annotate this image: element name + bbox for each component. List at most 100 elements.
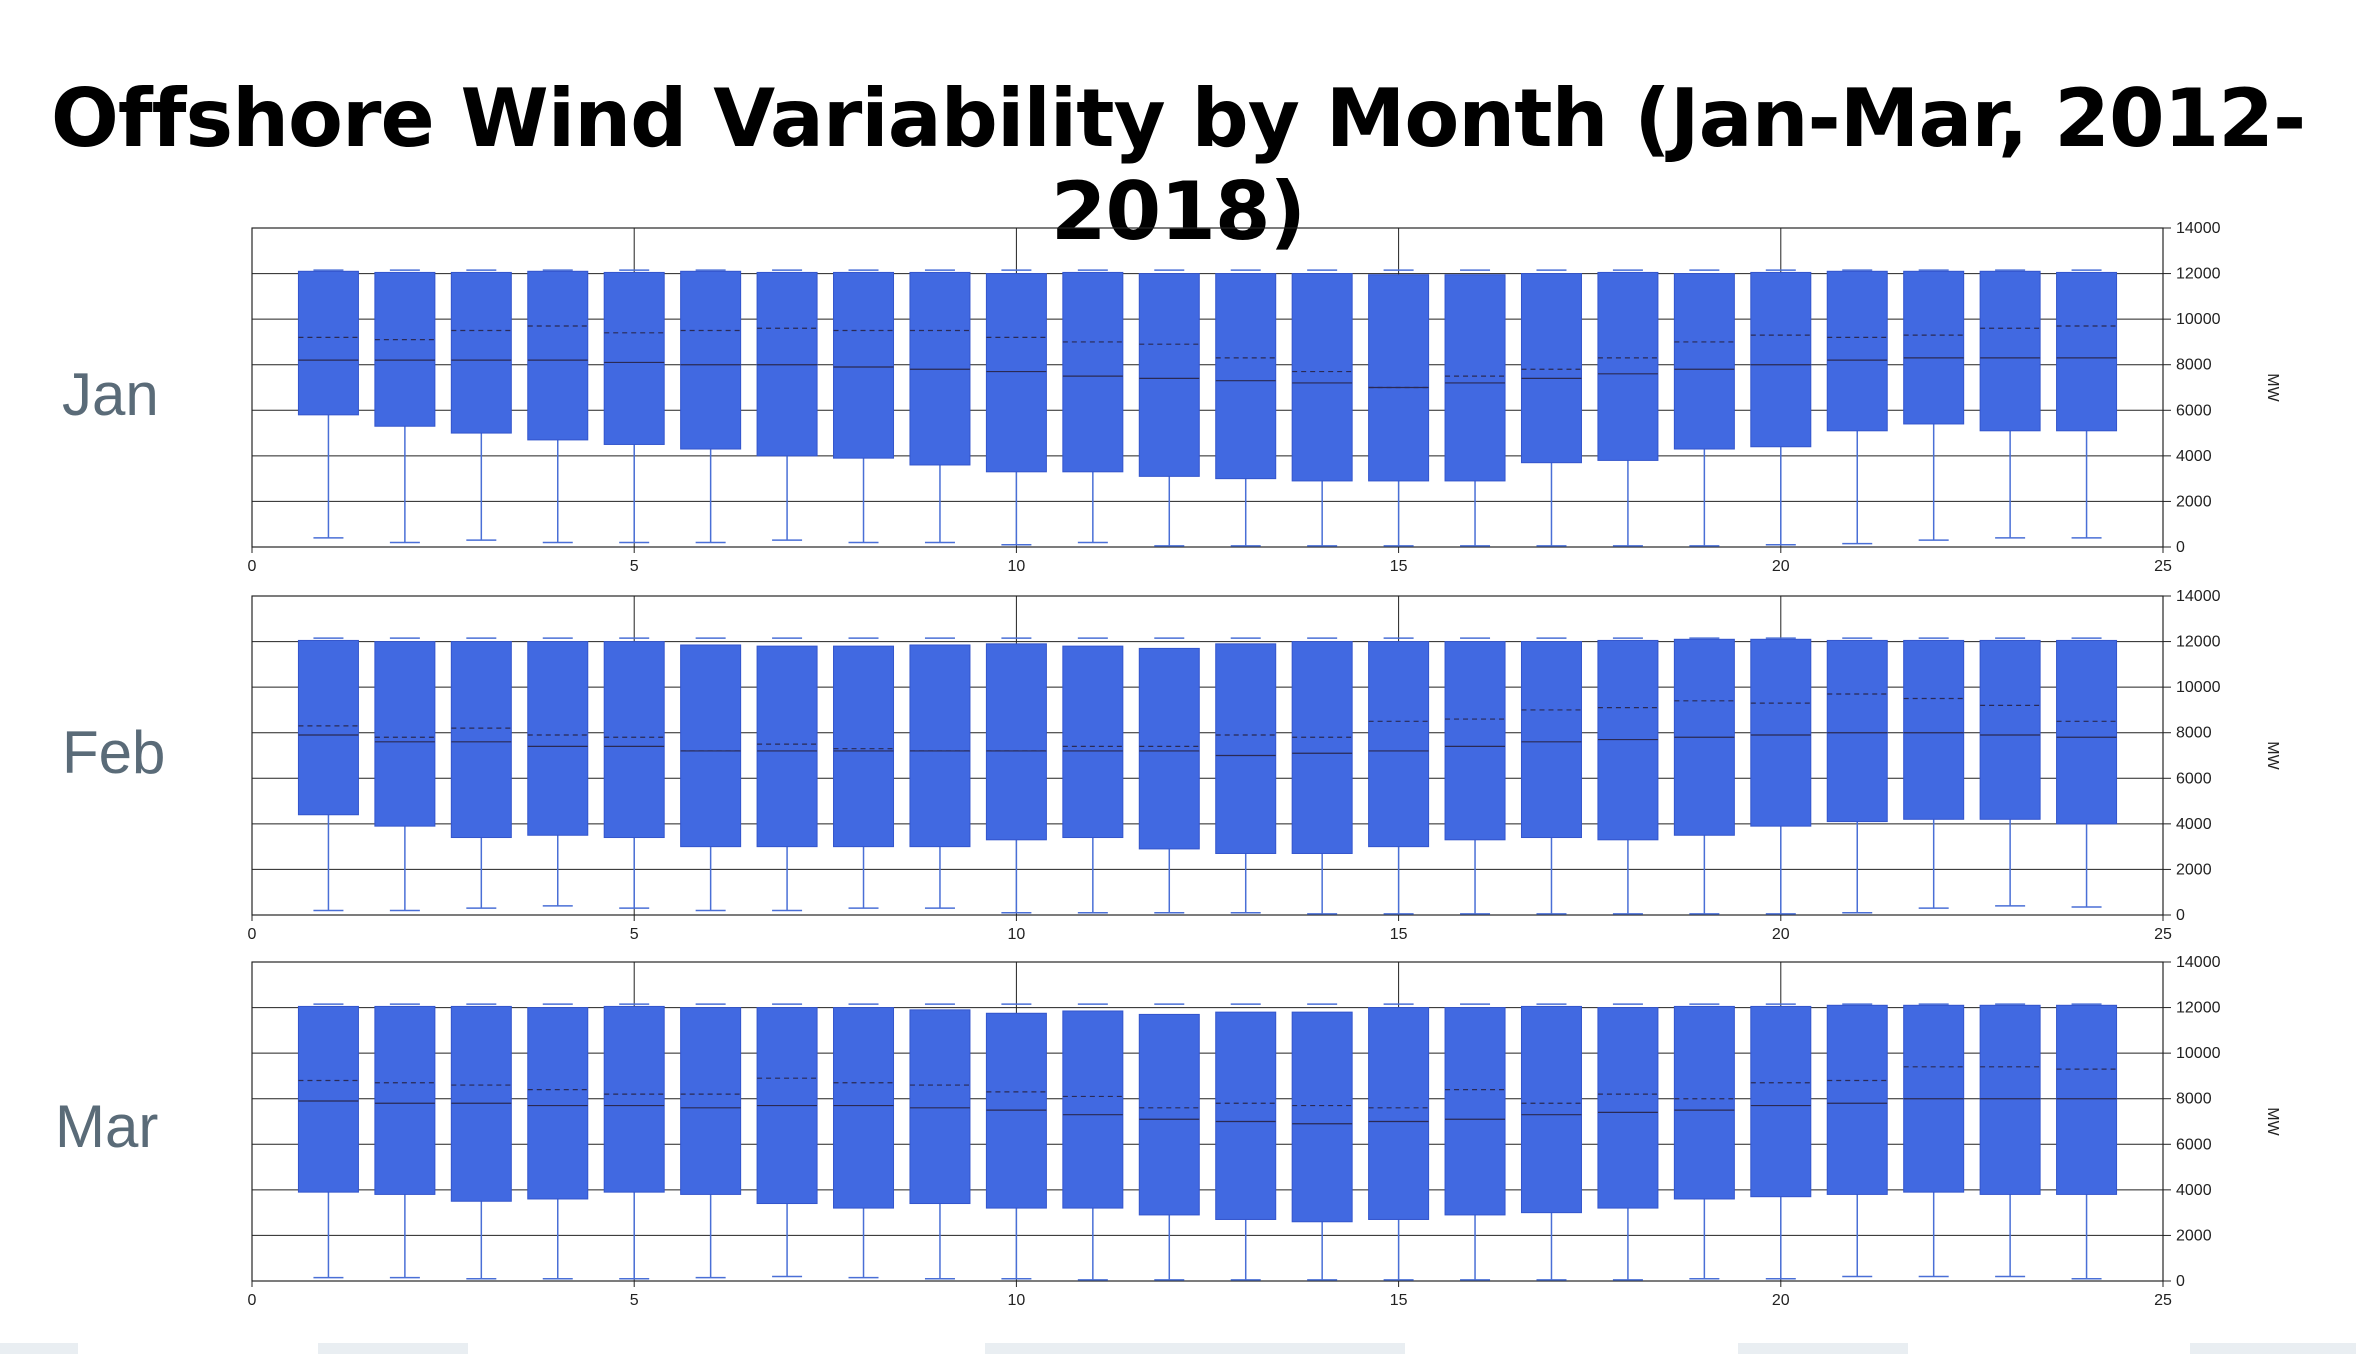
box-iqr (756, 645, 818, 848)
box-iqr (1368, 274, 1430, 482)
box-iqr (1062, 271, 1124, 473)
x-tick-label: 20 (1772, 926, 1790, 943)
box-iqr (1826, 1004, 1888, 1195)
x-tick-label: 0 (248, 926, 257, 943)
y-tick-label: 2000 (2176, 1227, 2212, 1244)
box-iqr (1138, 647, 1200, 850)
box-iqr (1215, 643, 1277, 854)
box-iqr (2056, 1004, 2118, 1195)
y-tick-label: 12000 (2176, 266, 2221, 283)
box-iqr (2056, 271, 2118, 432)
box-iqr (1520, 641, 1582, 839)
box-iqr (833, 271, 895, 459)
x-tick-label: 15 (1390, 926, 1408, 943)
box-iqr (1979, 639, 2041, 820)
y-tick-label: 14000 (2176, 954, 2221, 971)
box-iqr (450, 641, 512, 839)
box-iqr (603, 271, 665, 445)
box-iqr (603, 1005, 665, 1193)
box-iqr (374, 1005, 436, 1195)
box-iqr (1826, 270, 1888, 432)
x-tick-label: 25 (2154, 1292, 2172, 1309)
y-tick-label: 2000 (2176, 861, 2212, 878)
box-iqr (450, 271, 512, 434)
x-tick-label: 10 (1008, 1292, 1026, 1309)
box-iqr (297, 270, 359, 416)
x-tick-label: 25 (2154, 558, 2172, 575)
page-title: Offshore Wind Variability by Month (Jan-… (50, 72, 2306, 258)
box-iqr (2056, 639, 2118, 825)
box-iqr (527, 1007, 589, 1200)
x-tick-label: 10 (1008, 558, 1026, 575)
box-iqr (1520, 1005, 1582, 1214)
y-tick-label: 14000 (2176, 220, 2221, 237)
box-iqr (680, 644, 742, 848)
box-iqr (374, 641, 436, 827)
y-tick-label: 8000 (2176, 725, 2212, 742)
footer-strip (0, 1343, 78, 1354)
box-iqr (1750, 1005, 1812, 1198)
box-iqr (1291, 1011, 1353, 1223)
footer-strip (2190, 1343, 2356, 1354)
box-iqr (680, 1007, 742, 1195)
box-iqr (1444, 1007, 1506, 1216)
box-iqr (909, 644, 971, 848)
box-iqr (1291, 273, 1353, 482)
box-iqr (1597, 1007, 1659, 1209)
box-iqr (1979, 1004, 2041, 1195)
box-iqr (1138, 273, 1200, 477)
box-iqr (1062, 645, 1124, 839)
x-tick-label: 0 (248, 1292, 257, 1309)
footer-strip (1738, 1343, 1908, 1354)
box-iqr (1138, 1013, 1200, 1216)
y-tick-label: 12000 (2176, 634, 2221, 651)
box-iqr (1903, 270, 1965, 425)
y-tick-label: 6000 (2176, 770, 2212, 787)
x-tick-label: 5 (630, 1292, 639, 1309)
y-tick-label: 10000 (2176, 679, 2221, 696)
box-iqr (1215, 273, 1277, 480)
box-iqr (1368, 641, 1430, 848)
y-tick-label: 10000 (2176, 1045, 2221, 1062)
footer-strip (985, 1343, 1405, 1354)
box-iqr (527, 270, 589, 441)
box-iqr (1826, 639, 1888, 823)
box-iqr (1520, 273, 1582, 464)
box-iqr (1062, 1010, 1124, 1209)
box-iqr (1673, 1005, 1735, 1200)
y-axis-label: MW (2264, 741, 2281, 770)
y-tick-label: 4000 (2176, 816, 2212, 833)
box-iqr (297, 1005, 359, 1193)
box-iqr (1903, 639, 1965, 820)
box-iqr (985, 273, 1047, 473)
box-iqr (527, 641, 589, 836)
footer-strip (318, 1343, 468, 1354)
box-iqr (909, 1009, 971, 1205)
box-iqr (1444, 274, 1506, 482)
box-iqr (1597, 271, 1659, 461)
box-iqr (1368, 1007, 1430, 1220)
x-tick-label: 15 (1390, 558, 1408, 575)
x-tick-label: 15 (1390, 1292, 1408, 1309)
box-iqr (1215, 1011, 1277, 1220)
y-tick-label: 8000 (2176, 357, 2212, 374)
month-label-jan: Jan (62, 361, 159, 428)
box-iqr (1750, 638, 1812, 827)
box-iqr (1979, 270, 2041, 432)
x-tick-label: 5 (630, 558, 639, 575)
y-tick-label: 4000 (2176, 448, 2212, 465)
y-tick-label: 0 (2176, 907, 2185, 924)
y-tick-label: 0 (2176, 539, 2185, 556)
box-iqr (985, 643, 1047, 841)
box-iqr (833, 1007, 895, 1209)
y-tick-label: 0 (2176, 1273, 2185, 1290)
y-tick-label: 2000 (2176, 493, 2212, 510)
y-tick-label: 6000 (2176, 402, 2212, 419)
box-iqr (833, 645, 895, 848)
box-iqr (603, 641, 665, 839)
y-axis-label: MW (2264, 1107, 2281, 1136)
y-tick-label: 12000 (2176, 1000, 2221, 1017)
y-tick-label: 8000 (2176, 1091, 2212, 1108)
y-axis-label: MW (2264, 373, 2281, 402)
